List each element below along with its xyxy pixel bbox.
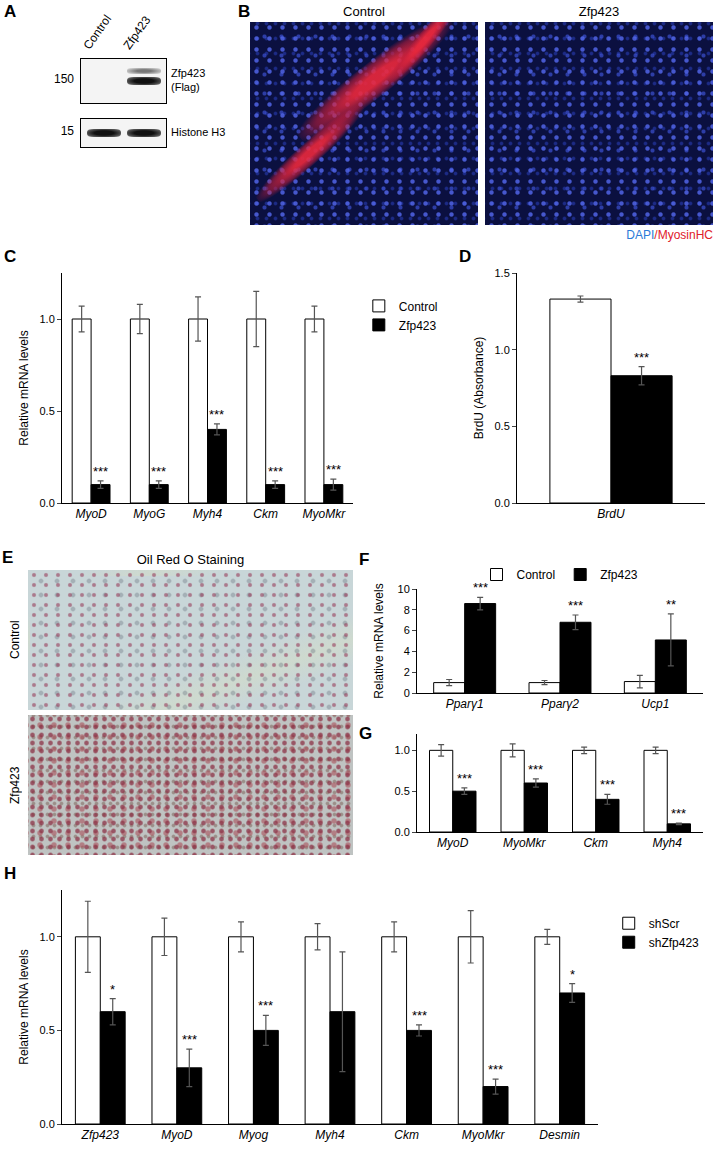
svg-text:Pparγ1: Pparγ1	[446, 697, 484, 711]
svg-text:BrdU: BrdU	[597, 507, 625, 521]
html-text:B: B	[238, 2, 251, 21]
svg-text:1.0: 1.0	[395, 744, 410, 756]
svg-text:Control: Control	[399, 300, 438, 314]
svg-text:***: ***	[151, 464, 166, 479]
svg-text:***: ***	[457, 771, 472, 786]
svg-text:Zfp423: Zfp423	[600, 568, 638, 582]
svg-text:0.0: 0.0	[40, 1118, 55, 1130]
html-text:Control: Control	[8, 620, 22, 660]
html-text:Zfp423 (Flag): Zfp423 (Flag)	[171, 67, 206, 93]
html-text:G: G	[359, 724, 373, 743]
svg-text:Zfp423: Zfp423	[81, 1128, 120, 1142]
svg-text:0.5: 0.5	[40, 1024, 55, 1036]
svg-text:0.0: 0.0	[395, 826, 410, 838]
html-text:Control: Control	[343, 4, 385, 19]
svg-text:Relative mRNA levels: Relative mRNA levels	[17, 949, 31, 1064]
svg-text:0.5: 0.5	[40, 405, 55, 417]
svg-text:***: ***	[634, 350, 649, 365]
svg-text:***: ***	[326, 462, 341, 477]
svg-text:2: 2	[404, 666, 410, 678]
svg-text:***: ***	[268, 464, 283, 479]
svg-text:MyoMkr: MyoMkr	[503, 836, 547, 850]
svg-text:shScr: shScr	[649, 917, 680, 931]
svg-text:MyoD: MyoD	[75, 507, 107, 521]
svg-text:1.0: 1.0	[495, 344, 510, 356]
svg-text:Ckm: Ckm	[253, 507, 278, 521]
svg-text:*: *	[110, 982, 115, 997]
svg-text:Myh4: Myh4	[315, 1128, 345, 1142]
svg-text:Ckm: Ckm	[394, 1128, 419, 1142]
html-text:A: A	[4, 2, 17, 21]
svg-text:Myh4: Myh4	[653, 836, 683, 850]
svg-text:**: **	[666, 597, 676, 612]
html-text:Histone H3: Histone H3	[171, 126, 226, 138]
svg-text:MyoG: MyoG	[133, 507, 165, 521]
svg-text:***: ***	[182, 1032, 197, 1047]
svg-text:***: ***	[473, 580, 488, 595]
svg-text:Relative mRNA levels: Relative mRNA levels	[17, 330, 31, 445]
html-text:D: D	[459, 247, 472, 266]
svg-text:***: ***	[412, 1008, 427, 1023]
svg-text:MyoD: MyoD	[437, 836, 469, 850]
svg-text:***: ***	[600, 777, 615, 792]
svg-text:4: 4	[404, 645, 410, 657]
svg-text:0.5: 0.5	[495, 420, 510, 432]
svg-text:0.5: 0.5	[395, 785, 410, 797]
svg-text:***: ***	[93, 464, 108, 479]
svg-text:Myog: Myog	[239, 1128, 269, 1142]
svg-text:MyoMkr: MyoMkr	[303, 507, 347, 521]
svg-text:MyoD: MyoD	[161, 1128, 193, 1142]
html-text:Control: Control	[80, 12, 115, 52]
html-text:H: H	[4, 864, 17, 883]
svg-text:8: 8	[404, 604, 410, 616]
html-text:Zfp423: Zfp423	[8, 766, 22, 804]
svg-text:Myh4: Myh4	[193, 507, 223, 521]
html-text:Oil Red O Staining: Oil Red O Staining	[136, 552, 245, 567]
svg-text:***: ***	[568, 598, 583, 613]
svg-text:6: 6	[404, 624, 410, 636]
svg-text:10: 10	[398, 583, 410, 595]
html-text:Zfp423: Zfp423	[120, 13, 154, 52]
svg-text:Ckm: Ckm	[583, 836, 608, 850]
html-text:E: E	[2, 548, 14, 567]
svg-text:shZfp423: shZfp423	[649, 936, 699, 950]
svg-text:Desmin: Desmin	[539, 1128, 580, 1142]
svg-text:***: ***	[671, 806, 686, 821]
svg-text:1.5: 1.5	[495, 267, 510, 279]
svg-text:Control: Control	[517, 568, 556, 582]
svg-text:Pparγ2: Pparγ2	[541, 697, 579, 711]
html-text:Zfp423: Zfp423	[578, 4, 620, 19]
svg-text:1.0: 1.0	[40, 313, 55, 325]
svg-text:***: ***	[258, 998, 273, 1013]
svg-text:Zfp423: Zfp423	[399, 319, 437, 333]
svg-text:***: ***	[488, 1062, 503, 1077]
svg-text:***: ***	[209, 407, 224, 422]
svg-text:0.0: 0.0	[40, 497, 55, 509]
svg-text:***: ***	[528, 762, 543, 777]
html-text:DAPI /MyosinHC: DAPI /MyosinHC	[626, 228, 713, 242]
html-text:F: F	[359, 550, 370, 569]
svg-text:0: 0	[404, 687, 410, 699]
svg-text:Ucp1: Ucp1	[641, 697, 669, 711]
svg-text:1.0: 1.0	[40, 931, 55, 943]
svg-text:BrdU (Absorbance): BrdU (Absorbance)	[472, 337, 486, 440]
html-text:C: C	[4, 247, 17, 266]
svg-text:MyoMkr: MyoMkr	[462, 1128, 506, 1142]
svg-text:0.0: 0.0	[495, 497, 510, 509]
html-text:15: 15	[60, 124, 74, 138]
svg-text:*: *	[570, 967, 575, 982]
svg-text:Relative mRNA levels: Relative mRNA levels	[372, 583, 386, 698]
html-text:150: 150	[54, 72, 74, 86]
